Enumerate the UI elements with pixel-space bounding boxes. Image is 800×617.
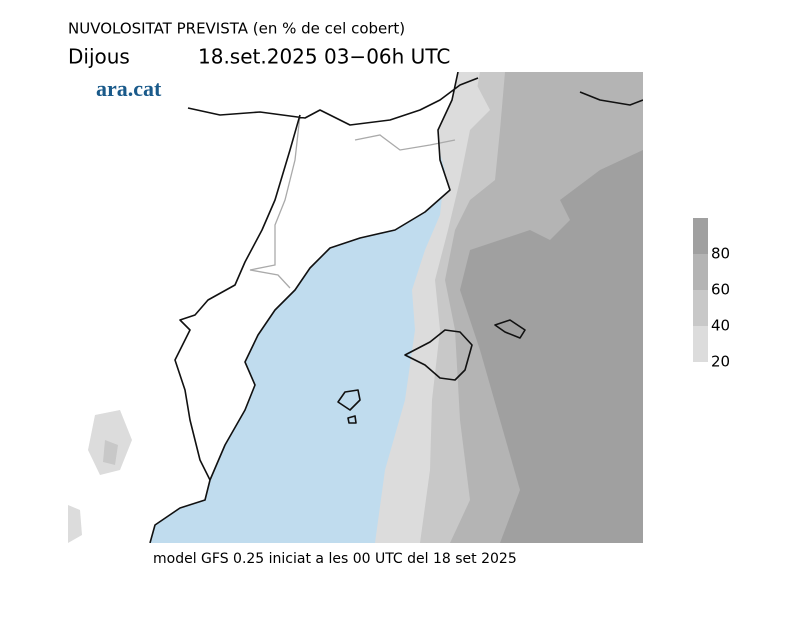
cloud-area: [103, 440, 118, 465]
island: [337, 389, 361, 424]
legend-band: [693, 218, 708, 254]
legend-band: [693, 290, 708, 326]
legend-tick-label: 60: [711, 281, 730, 299]
cloud-area: [452, 72, 480, 100]
legend-band: [693, 326, 708, 362]
coastline: [149, 72, 643, 543]
legend-band: [693, 254, 708, 290]
island: [404, 329, 473, 381]
title: NUVOLOSITAT PREVISTA (en % de cel cobert…: [68, 20, 405, 38]
date: 18.set.2025 03−06h UTC: [198, 45, 450, 69]
logo: ara.cat: [96, 76, 162, 101]
cloud-area: [460, 150, 643, 543]
legend-tick-label: 80: [711, 245, 730, 263]
map: [68, 72, 643, 543]
legend-tick-label: 20: [711, 353, 730, 371]
footer: model GFS 0.25 iniciat a les 00 UTC del …: [153, 551, 517, 567]
day: Dijous: [68, 45, 130, 69]
island: [494, 319, 526, 339]
legend-tick-label: 40: [711, 317, 730, 335]
legend: 20 40 60 80: [693, 218, 730, 371]
land: [68, 72, 458, 543]
cloud-area: [68, 505, 82, 543]
